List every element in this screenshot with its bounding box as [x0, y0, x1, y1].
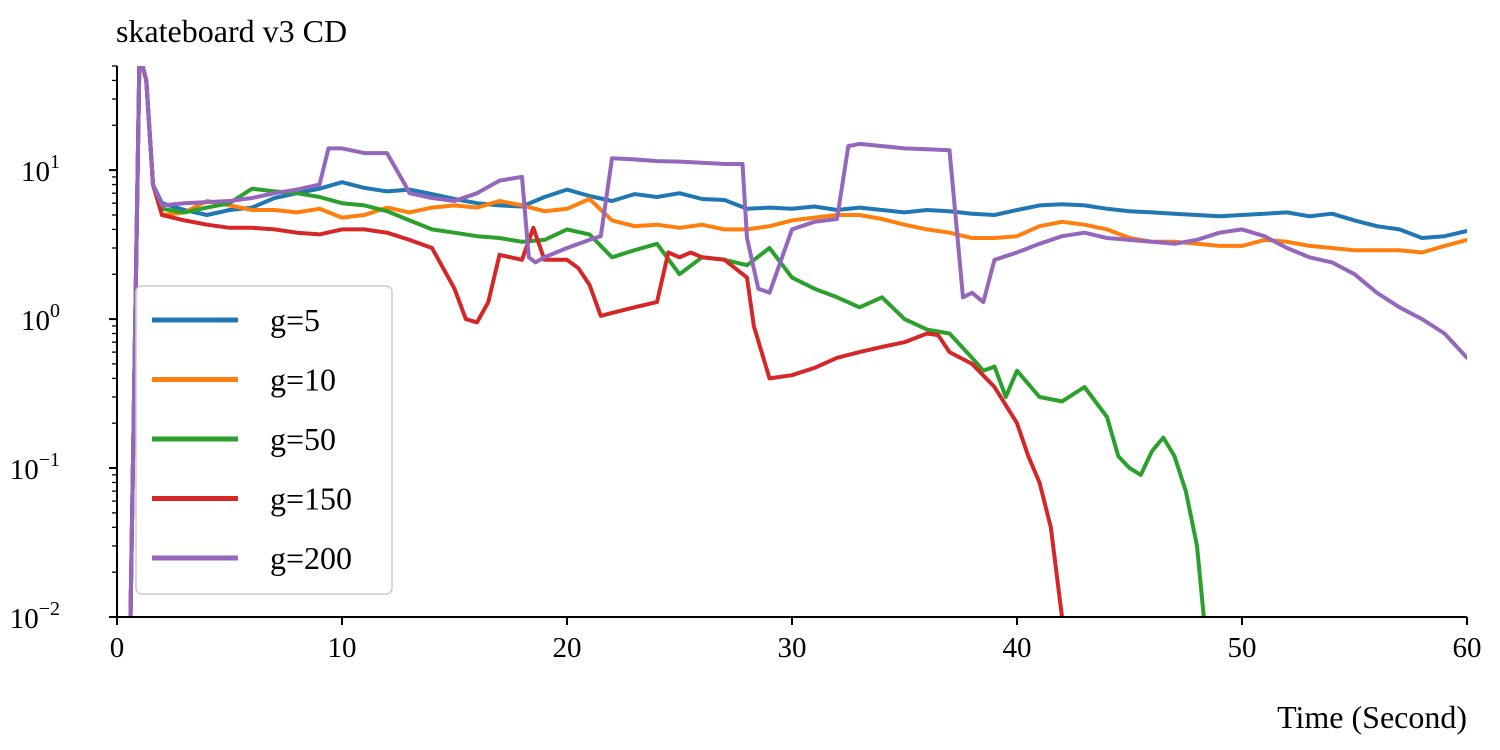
x-tick-label: 20 [553, 632, 582, 664]
y-tick-base: 10 [10, 454, 39, 486]
x-axis-label: Time (Second) [1277, 699, 1467, 735]
x-tick-label: 10 [328, 632, 357, 664]
series-line-g-200 [128, 66, 1467, 617]
legend-frame [135, 285, 393, 595]
legend-label: g=200 [270, 540, 352, 576]
x-tick-label: 40 [1003, 632, 1032, 664]
series-line-g-5 [128, 66, 1467, 617]
legend-label: g=50 [270, 421, 336, 457]
x-tick-label: 0 [110, 632, 125, 664]
y-tick-exponent: −1 [39, 449, 60, 471]
y-tick-label: 100 [21, 300, 60, 337]
y-tick-label: 10−1 [10, 449, 60, 486]
legend-label: g=150 [270, 481, 352, 517]
y-tick-exponent: 0 [50, 300, 60, 322]
x-tick-label: 30 [778, 632, 807, 664]
series-line-g-10 [128, 66, 1467, 617]
series-line-g-150 [128, 66, 1064, 617]
y-tick-exponent: 1 [50, 151, 60, 173]
y-tick-base: 10 [21, 156, 50, 188]
x-tick-label: 60 [1453, 632, 1482, 664]
chart-title: skateboard v3 CD [116, 13, 347, 49]
x-tick-label: 50 [1228, 632, 1257, 664]
series-layer [128, 66, 1467, 617]
x-ticks: 0 10 20 30 40 50 60 [110, 617, 1482, 664]
legend: g=5 g=10 g=50 g=150 g=200 [135, 285, 393, 595]
y-tick-base: 10 [10, 603, 39, 635]
y-tick-label: 10−2 [10, 598, 60, 635]
y-tick-exponent: −2 [39, 598, 60, 620]
legend-label: g=5 [270, 302, 320, 338]
legend-label: g=10 [270, 362, 336, 398]
y-tick-base: 10 [21, 305, 50, 337]
y-tick-label: 101 [21, 151, 60, 188]
